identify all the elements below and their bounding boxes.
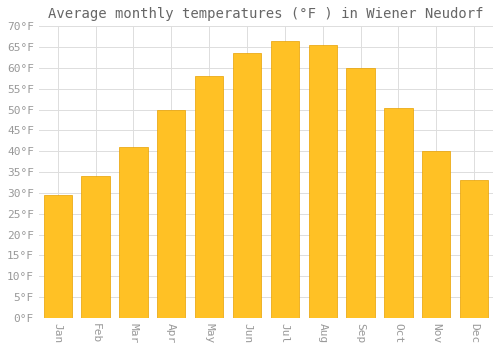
Bar	[346, 68, 375, 318]
Bar	[157, 110, 186, 318]
Bar	[82, 176, 110, 318]
Bar	[195, 76, 224, 318]
Title: Average monthly temperatures (°F ) in Wiener Neudorf: Average monthly temperatures (°F ) in Wi…	[48, 7, 484, 21]
Bar	[119, 147, 148, 318]
Bar	[308, 45, 337, 318]
Bar	[44, 195, 72, 318]
Bar	[233, 53, 261, 318]
Bar	[422, 151, 450, 318]
Bar	[270, 41, 299, 318]
Bar	[460, 181, 488, 318]
Bar	[384, 107, 412, 318]
